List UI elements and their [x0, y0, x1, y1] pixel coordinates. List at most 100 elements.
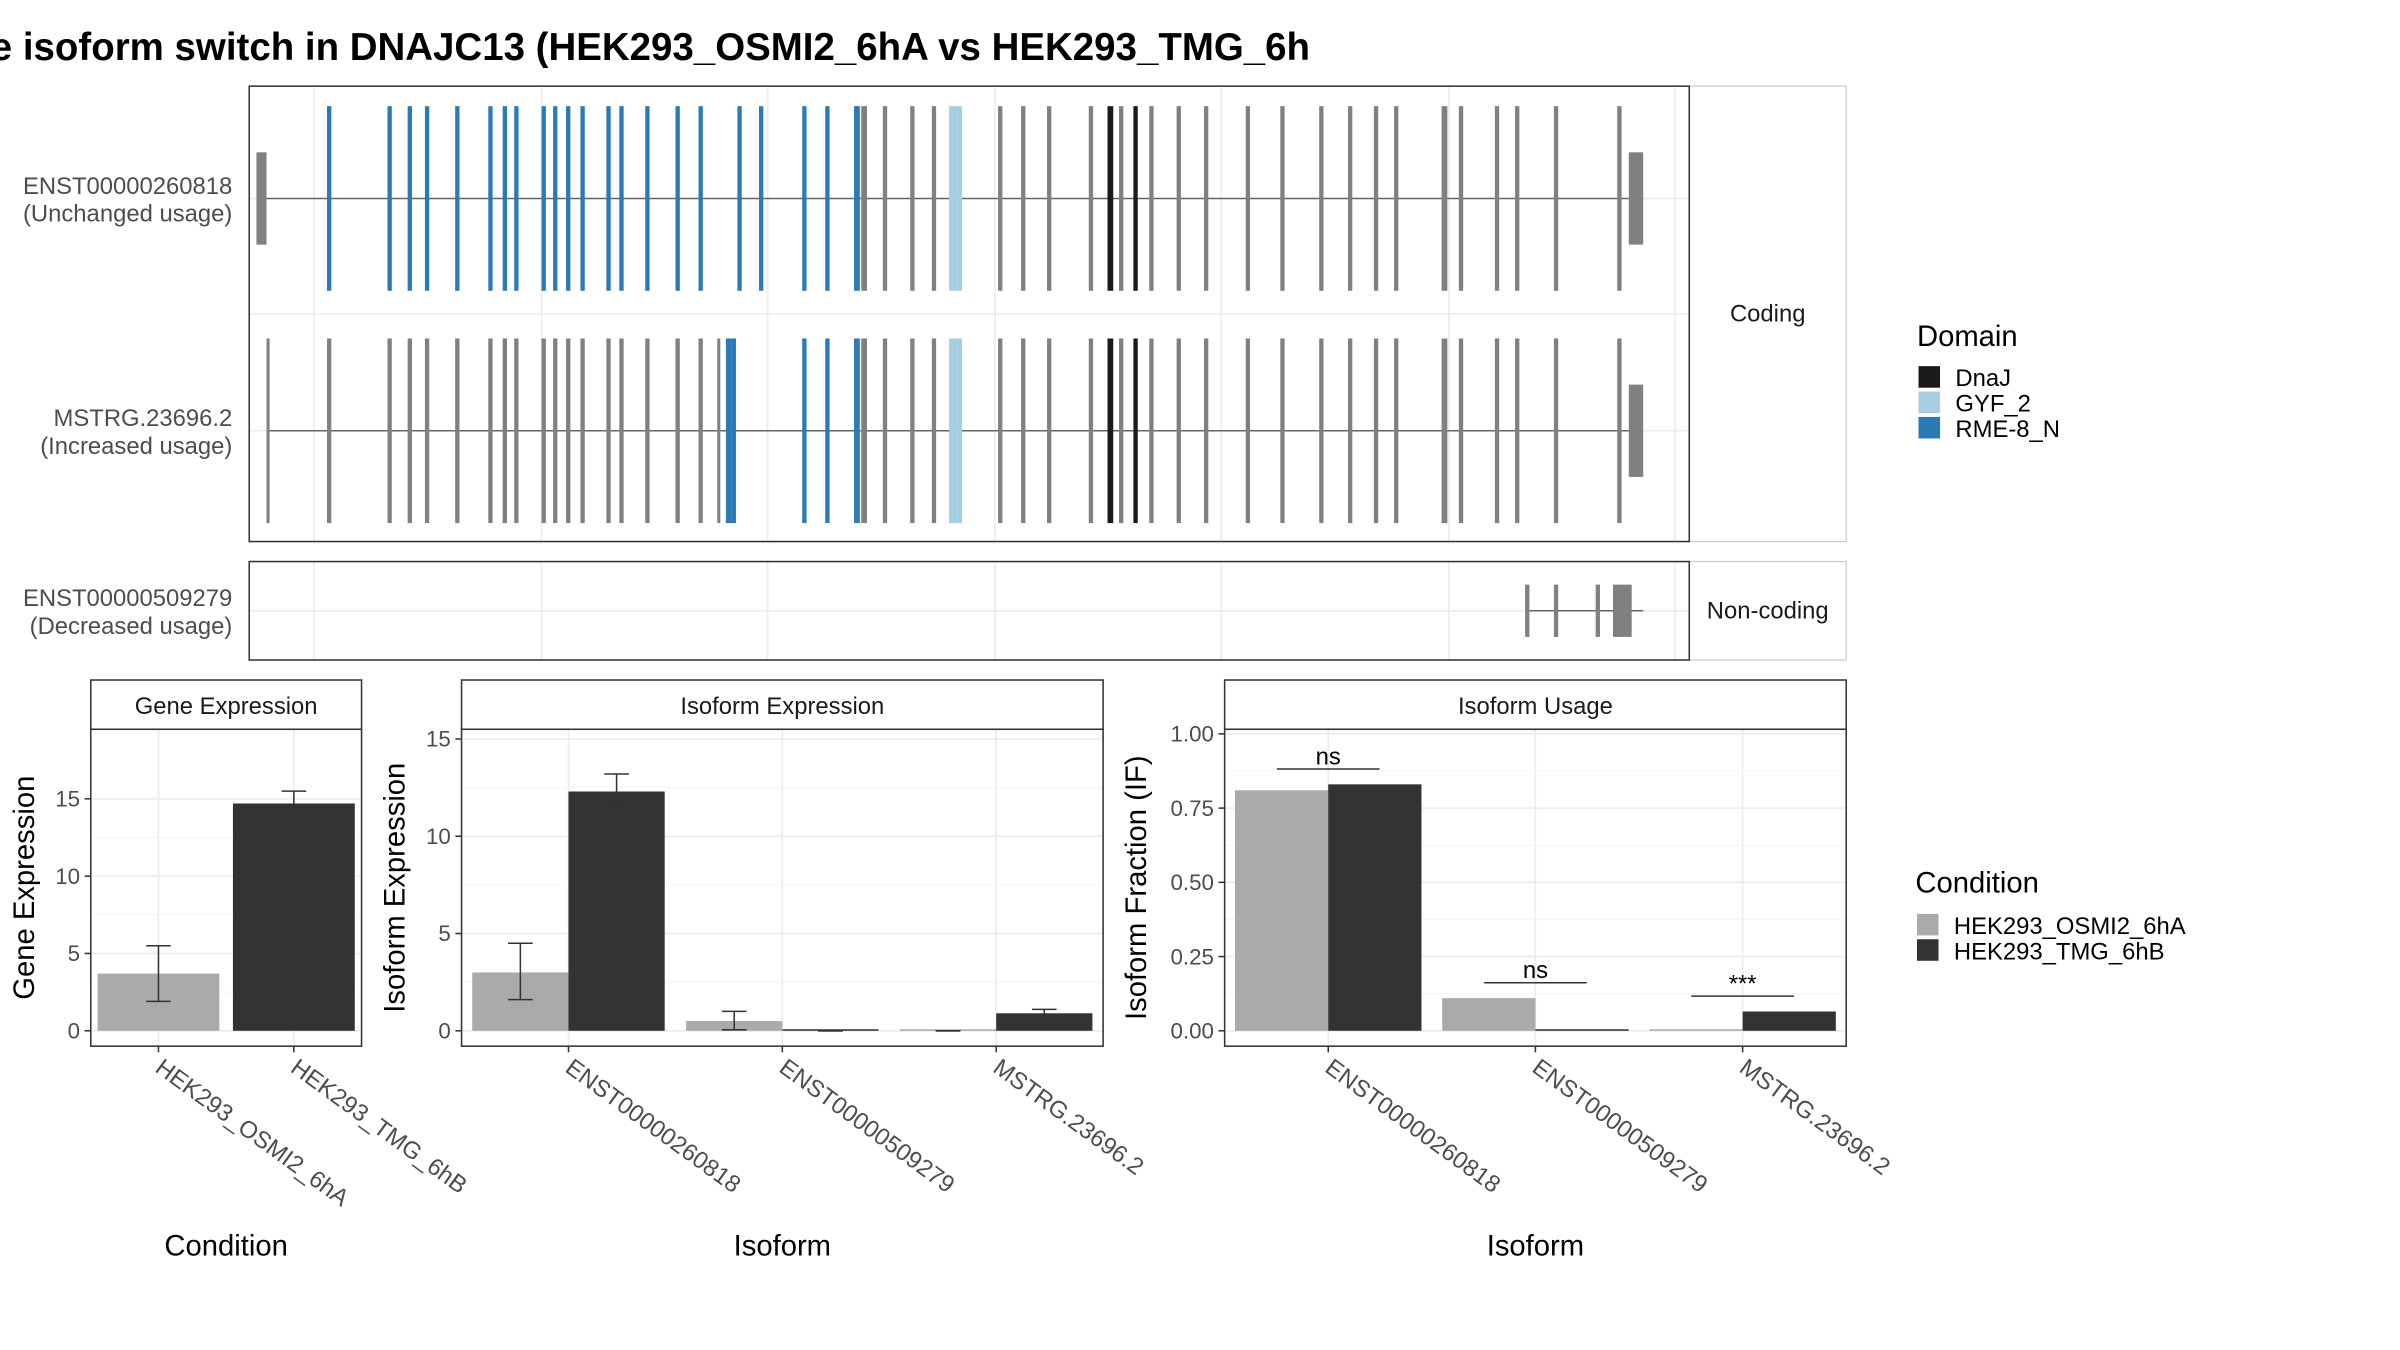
exon: [675, 106, 680, 291]
bar: [1535, 1029, 1629, 1031]
exon: [1119, 106, 1124, 291]
transcript-name: ENST00000260818: [23, 173, 232, 200]
exon: [1628, 152, 1644, 245]
exon: [1319, 106, 1324, 291]
exon: [1553, 338, 1559, 524]
exon: [387, 338, 392, 524]
exon: [553, 338, 558, 524]
exon: [256, 152, 267, 245]
exon: [1021, 338, 1026, 524]
exon: [802, 106, 807, 291]
exon: [266, 338, 270, 524]
exon: [1515, 338, 1520, 524]
y-tick-label: 10: [426, 824, 451, 849]
y-tick-label: 1.00: [1170, 722, 1213, 747]
exon: [957, 106, 963, 291]
exon: [502, 338, 508, 524]
transcript-usage: (Unchanged usage): [23, 201, 232, 228]
exon: [1203, 106, 1209, 291]
exon: [825, 338, 830, 524]
exon: [541, 106, 546, 291]
exon: [514, 106, 519, 291]
exon: [854, 106, 860, 291]
exon: [1107, 338, 1114, 524]
x-tick-label: MSTRG.23696.2: [1734, 1054, 1895, 1181]
exon: [1628, 384, 1644, 477]
exon: [1203, 338, 1209, 524]
exon: [1176, 338, 1181, 524]
exon: [931, 338, 937, 524]
exon: [645, 338, 650, 524]
exon: [1441, 338, 1448, 524]
figure-root: e isoform switch in DNAJC13 (HEK293_OSMI…: [0, 26, 2186, 1262]
transcript-row: ENST00000509279 (Decreased usage): [23, 584, 1644, 640]
exon: [553, 106, 558, 291]
significance-label: ***: [1729, 970, 1757, 997]
facet-strip: [1223, 679, 1847, 731]
facet-strip: [90, 679, 363, 731]
exon: [949, 106, 958, 291]
exon: [566, 338, 571, 524]
exon: [882, 338, 888, 524]
page-title: e isoform switch in DNAJC13 (HEK293_OSMI…: [0, 26, 1310, 69]
significance-label: ns: [1523, 957, 1548, 984]
transcript-label: MSTRG.23696.2 (Increased usage): [40, 405, 232, 460]
exon: [1347, 338, 1353, 524]
exon: [717, 338, 721, 524]
exon: [488, 338, 493, 524]
domain-legend-title: Domain: [1917, 321, 2018, 353]
y-tick-label: 0.25: [1170, 944, 1213, 969]
exon: [580, 338, 585, 524]
transcript-row: MSTRG.23696.2 (Increased usage): [40, 338, 1644, 524]
exon: [1088, 106, 1094, 291]
transcript-label: ENST00000509279 (Decreased usage): [23, 585, 232, 640]
transcript-panel-coding: Coding ENST00000260818 (Unchanged usage) MS…: [23, 85, 1847, 543]
exon: [1553, 106, 1559, 291]
exon: [861, 338, 868, 524]
exon: [455, 338, 460, 524]
exon: [949, 338, 958, 524]
facet-label-coding: Coding: [1730, 301, 1806, 328]
exon: [580, 106, 585, 291]
exon: [1612, 584, 1632, 637]
exon: [619, 106, 624, 291]
exon: [1494, 338, 1500, 524]
exon: [1245, 338, 1251, 524]
exon: [1347, 106, 1353, 291]
exon: [1021, 106, 1026, 291]
exon: [1373, 338, 1379, 524]
exon: [698, 338, 703, 524]
exon: [1441, 106, 1448, 291]
exon: [854, 338, 860, 524]
y-axis-title: Isoform Fraction (IF): [1121, 755, 1153, 1020]
exon: [326, 338, 332, 524]
legend-swatch-gyf_2: [1918, 391, 1941, 414]
transcript-usage: (Increased usage): [40, 433, 232, 460]
exon: [1280, 338, 1285, 524]
y-tick-label: 15: [55, 787, 80, 812]
y-tick-label: 10: [55, 864, 80, 889]
y-tick-label: 5: [68, 941, 80, 966]
x-tick-label: ENST00000260818: [1320, 1054, 1505, 1199]
chart-title: Gene Expression: [135, 693, 318, 720]
exon: [606, 338, 611, 524]
exon: [326, 106, 332, 291]
x-tick-label: ENST00000509279: [1527, 1054, 1712, 1199]
exon: [737, 106, 742, 291]
exon: [1133, 338, 1138, 524]
legend-swatch-rme-8_n: [1918, 416, 1941, 439]
exon: [1394, 106, 1399, 291]
exon: [1319, 338, 1324, 524]
exon: [424, 106, 430, 291]
exon: [1245, 106, 1251, 291]
exon: [675, 338, 680, 524]
exon: [1525, 584, 1530, 637]
bar: [1442, 998, 1536, 1031]
exon: [387, 106, 392, 291]
exon: [566, 106, 571, 291]
legend-label-condition: HEK293_OSMI2_6hA: [1954, 913, 2186, 940]
exon: [1553, 584, 1559, 637]
exon: [1119, 338, 1124, 524]
exon: [606, 106, 611, 291]
exon: [998, 338, 1003, 524]
